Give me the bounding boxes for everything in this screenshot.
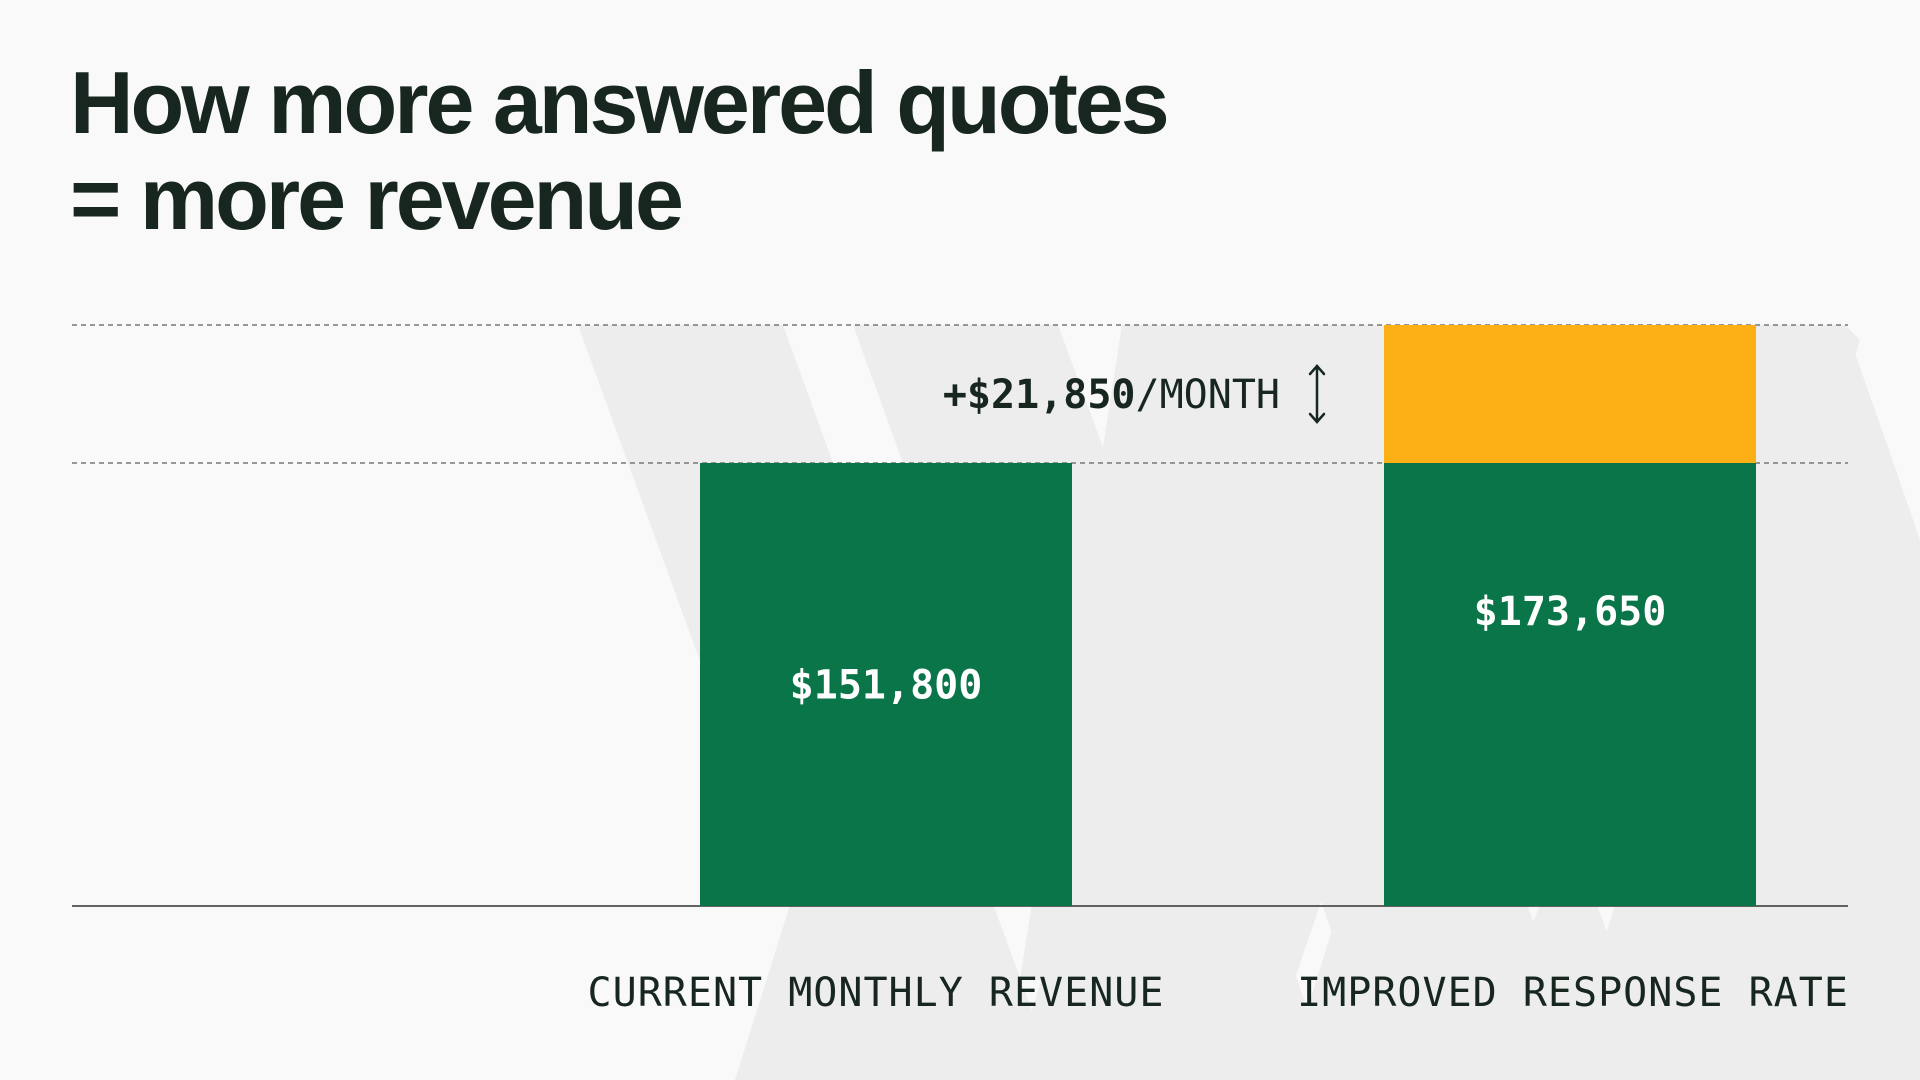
chevron-shape — [1285, 905, 1525, 1080]
up-down-arrow-icon — [1308, 364, 1326, 424]
bar-base-2 — [1384, 463, 1756, 906]
bar-value-label-2: $173,650 — [1474, 589, 1667, 635]
bar-increase-2 — [1384, 325, 1756, 463]
title-line-2: = more revenue — [70, 149, 684, 248]
chevron-shape — [1560, 905, 1800, 1080]
bar-base-1 — [700, 463, 1072, 906]
title-line-1: How more answered quotes — [70, 53, 1170, 152]
chevron-shape — [1010, 905, 1250, 1080]
bar-value-label-1: $151,800 — [790, 663, 983, 709]
category-label-2: IMPROVED RESPONSE RATE — [1297, 970, 1849, 1016]
page-title: How more answered quotes = more revenue — [70, 53, 1170, 248]
chevron-shape — [1020, 325, 1336, 980]
increase-annotation: +$21,850/MONTH — [943, 372, 1280, 418]
chevron-shape — [735, 905, 975, 1080]
category-label-1: CURRENT MONTHLY REVENUE — [588, 970, 1165, 1016]
increase-amount: +$21,850 — [943, 372, 1136, 418]
increase-unit: /MONTH — [1136, 372, 1281, 418]
